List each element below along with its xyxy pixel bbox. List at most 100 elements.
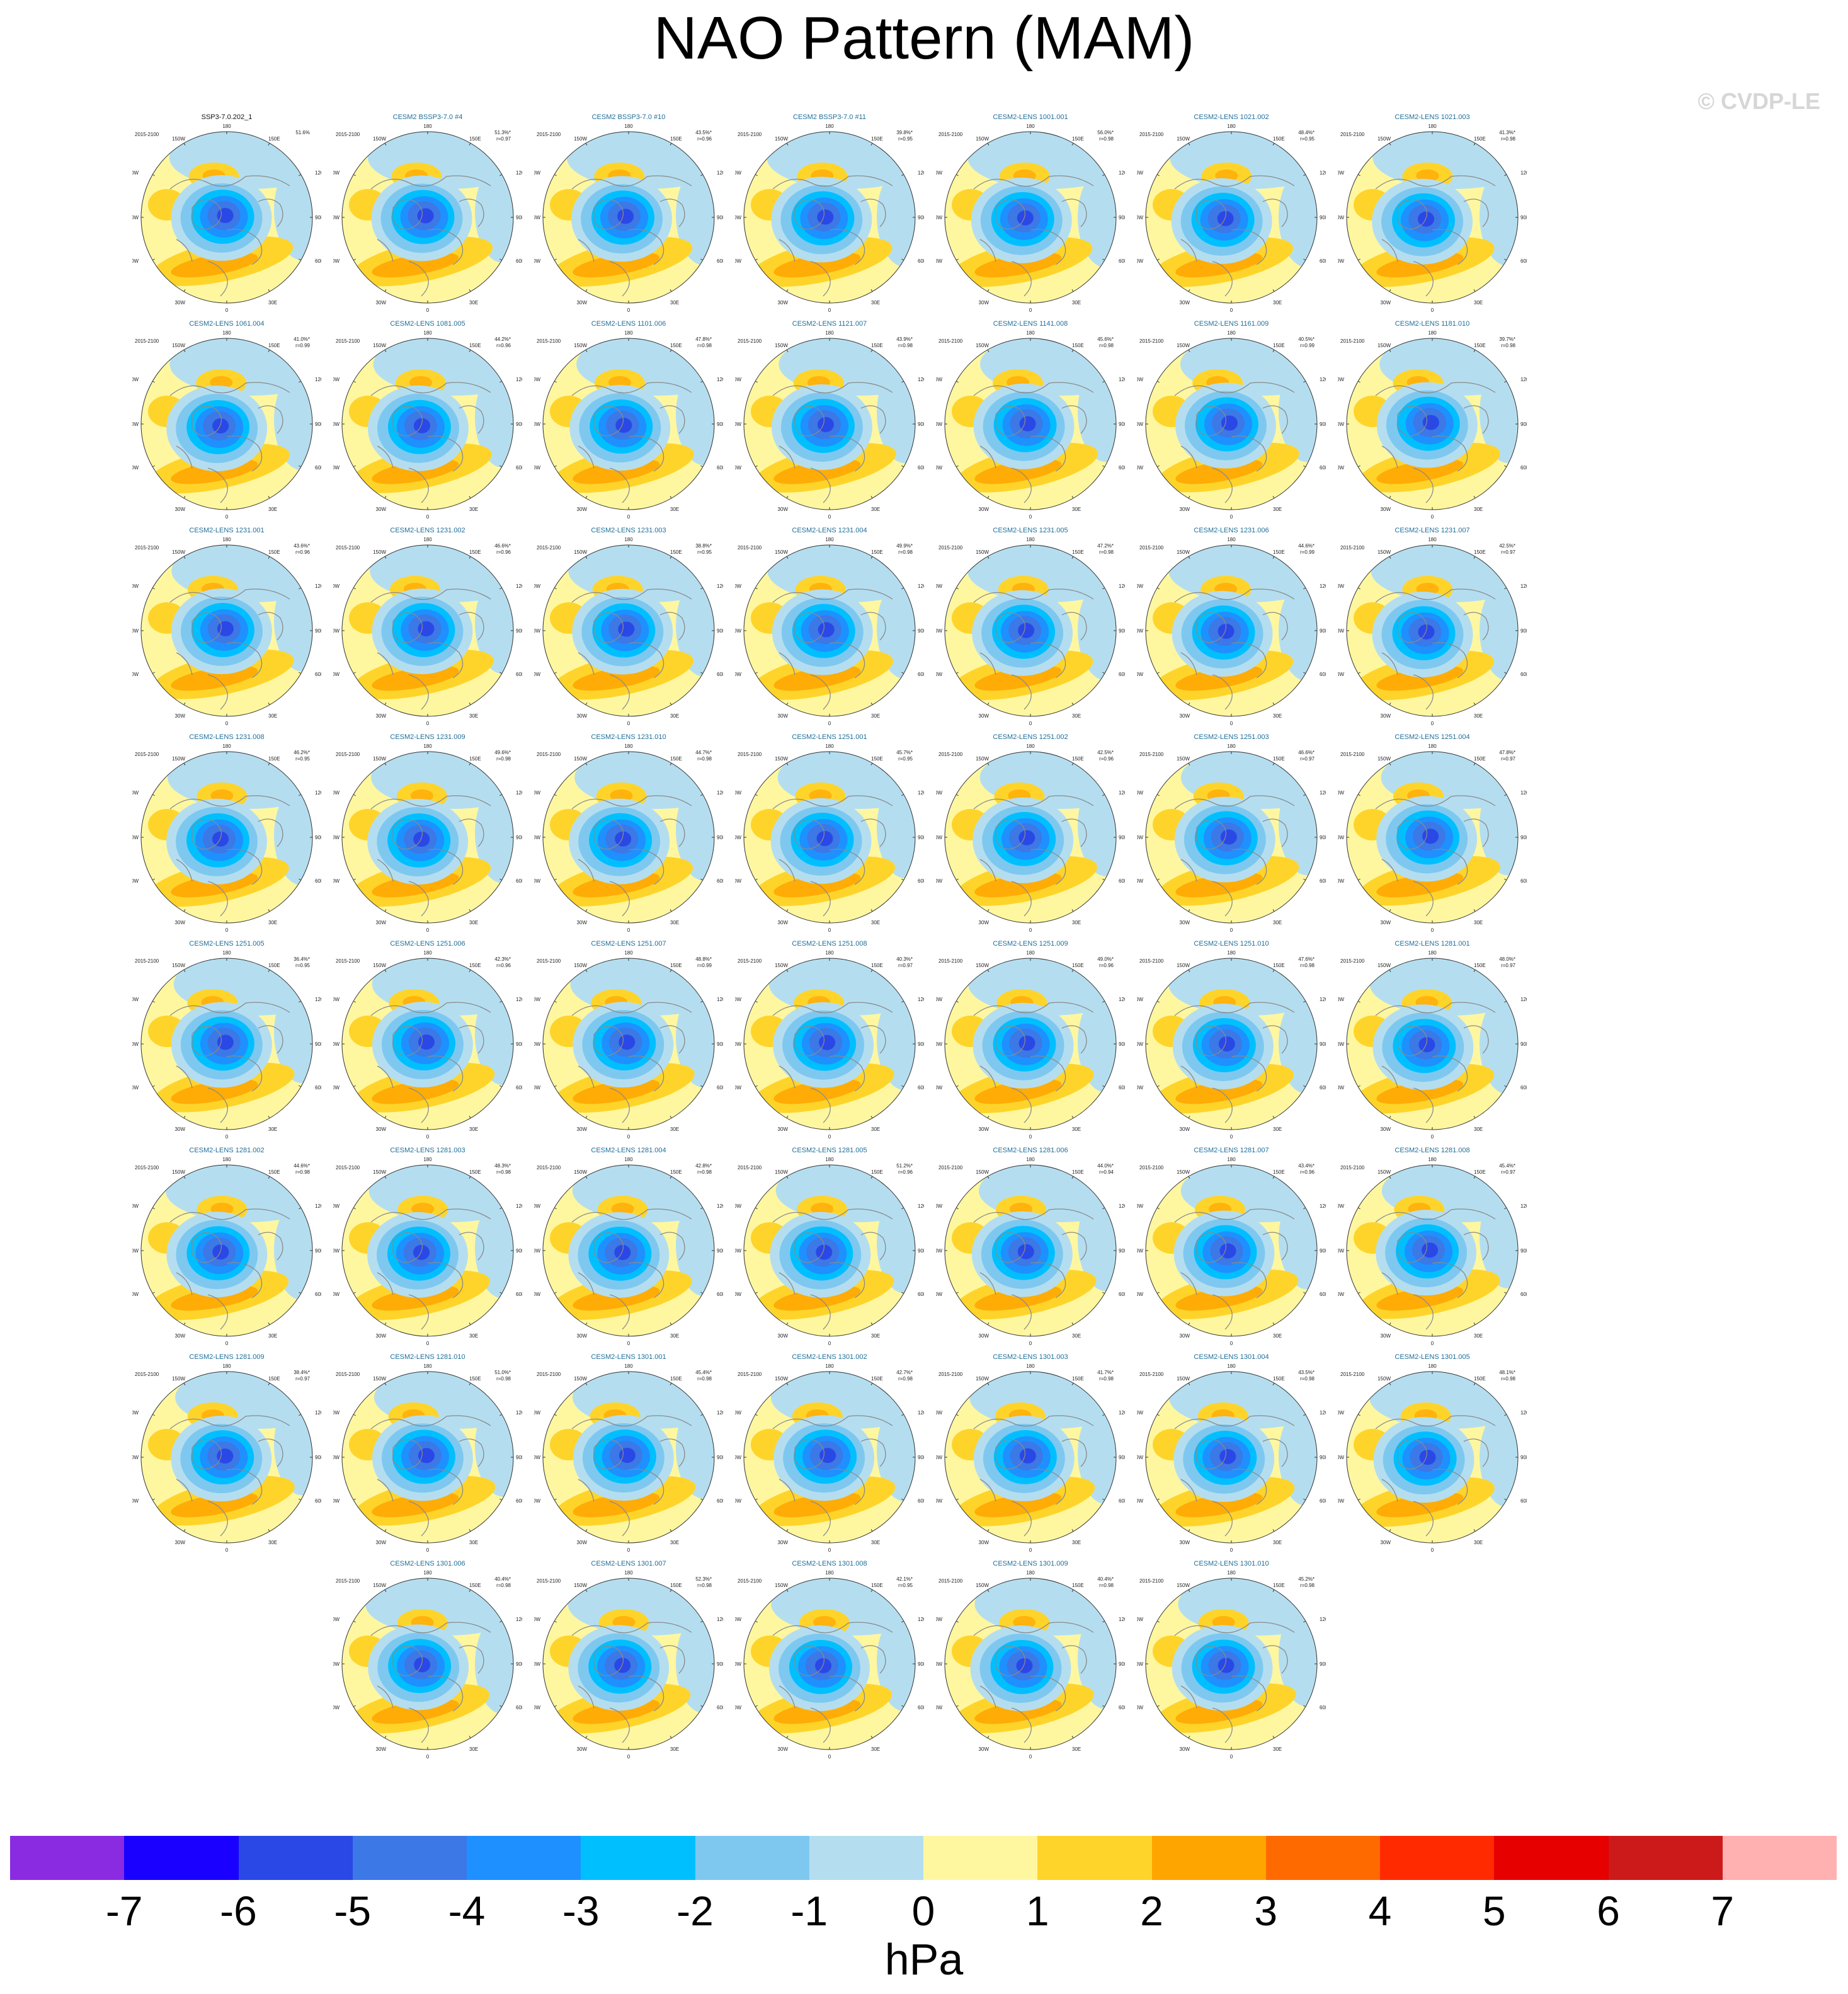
longitude-label: 60W — [735, 878, 741, 884]
longitude-label: 0 — [1230, 1341, 1233, 1346]
longitude-label: 0 — [627, 721, 630, 726]
panel-pattern-corr: r=0.96 — [496, 549, 511, 555]
longitude-label: 150E — [871, 1376, 883, 1382]
anomaly-field — [342, 958, 513, 1130]
panel-period: 2015-2100 — [1139, 752, 1164, 757]
longitude-label: 180 — [222, 950, 231, 956]
panel-pattern-corr: r=0.95 — [295, 756, 310, 762]
longitude-label: 0 — [828, 1341, 831, 1346]
longitude-label: 0 — [225, 1341, 229, 1346]
longitude-label: 150W — [1377, 1376, 1391, 1382]
map-panel: CESM2-LENS 1251.004 2015-2100 47.8%* r=0.97… — [1338, 733, 1527, 935]
longitude-label: 60E — [516, 1085, 522, 1091]
longitude-label: 150W — [775, 1583, 788, 1588]
longitude-label: 150E — [1474, 549, 1486, 555]
panel-pattern-corr: r=0.98 — [697, 1376, 712, 1382]
panel-period: 2015-2100 — [336, 752, 360, 757]
longitude-label: 150W — [574, 549, 587, 555]
panel-period: 2015-2100 — [938, 958, 963, 964]
longitude-label: 60E — [1520, 1498, 1527, 1504]
longitude-label: 60W — [333, 1498, 339, 1504]
longitude-label: 30E — [871, 300, 880, 306]
panel-period: 2015-2100 — [336, 1372, 360, 1377]
panel-period: 2015-2100 — [135, 1372, 159, 1377]
longitude-label: 0 — [426, 1547, 430, 1553]
panel-variance-pct: 43.6%* — [294, 543, 310, 549]
longitude-label: 150W — [775, 136, 788, 142]
map-panel: CESM2-LENS 1301.003 2015-2100 41.7%* r=0.98… — [936, 1353, 1125, 1555]
panel-pattern-corr: r=0.97 — [1501, 1169, 1515, 1175]
coastlines — [1375, 1415, 1496, 1537]
longitude-label: 120E — [516, 997, 522, 1002]
panel-period: 2015-2100 — [537, 1578, 561, 1584]
longitude-label: 90E — [1320, 1455, 1326, 1460]
longitude-label: 60W — [735, 1085, 741, 1091]
map-panel: CESM2-LENS 1251.006 2015-2100 42.3%* r=0.96… — [333, 940, 522, 1142]
panel-title: CESM2-LENS 1281.008 — [1395, 1147, 1470, 1154]
longitude-label: 120E — [918, 1203, 924, 1209]
panel-pattern-corr: r=0.98 — [1099, 136, 1114, 142]
panel-title: CESM2-LENS 1231.006 — [1194, 527, 1269, 534]
longitude-label: 30E — [1072, 920, 1081, 925]
longitude-label: 120E — [516, 1617, 522, 1622]
longitude-label: 150E — [871, 963, 883, 968]
longitude-label: 0 — [1431, 721, 1434, 726]
longitude-label: 60W — [1137, 1705, 1143, 1710]
longitude-label: 60E — [1119, 878, 1125, 884]
panel-period: 2015-2100 — [135, 752, 159, 757]
longitude-label: 180 — [1026, 1570, 1035, 1576]
longitude-label: 150E — [1072, 1583, 1084, 1588]
longitude-label: 30E — [670, 1333, 679, 1339]
longitude-label: 30W — [577, 1333, 588, 1339]
anomaly-field — [543, 132, 714, 303]
longitude-label: 90E — [315, 628, 321, 634]
anomaly-field — [1347, 1372, 1518, 1543]
longitude-label: 150W — [1377, 756, 1391, 762]
coastlines — [772, 1002, 893, 1123]
longitude-label: 60E — [918, 1292, 924, 1297]
panel-title: CESM2-LENS 1231.009 — [390, 733, 465, 741]
coastlines — [772, 795, 893, 917]
longitude-label: 30E — [469, 1126, 478, 1132]
longitude-label: 150W — [1377, 963, 1391, 968]
longitude-label: 30E — [1072, 1333, 1081, 1339]
coastlines — [1174, 588, 1295, 710]
longitude-label: 30W — [376, 1746, 387, 1752]
longitude-label: 60W — [132, 672, 139, 677]
anomaly-field — [141, 338, 312, 510]
panel-variance-pct: 45.4%* — [695, 1370, 712, 1375]
longitude-label: 0 — [1431, 1547, 1434, 1553]
panel-title: CESM2-LENS 1301.004 — [1194, 1353, 1269, 1361]
panel-variance-pct: 48.0%* — [1499, 956, 1515, 962]
map-panel: CESM2 BSSP3-7.0 #10 2015-2100 43.5%* r=0.96… — [534, 113, 723, 315]
longitude-label: 150E — [1474, 756, 1486, 762]
longitude-label: 150E — [268, 343, 280, 348]
panel-variance-pct: 51.2%* — [896, 1163, 913, 1169]
longitude-label: 30W — [1180, 1126, 1190, 1132]
longitude-label: 30E — [1072, 300, 1081, 306]
longitude-label: 60W — [534, 258, 540, 264]
longitude-label: 60E — [1520, 258, 1527, 264]
longitude-label: 90W — [534, 1041, 540, 1047]
longitude-label: 150W — [1377, 136, 1391, 142]
longitude-label: 0 — [1029, 721, 1032, 726]
coastlines — [1375, 175, 1496, 297]
colorbar-tick-label: 2 — [1140, 1888, 1163, 1934]
longitude-label: 0 — [225, 307, 229, 313]
watermark-text: © CVDP-LE — [1697, 88, 1820, 114]
panel-variance-pct: 51.6% — [295, 130, 310, 135]
anomaly-field — [141, 752, 312, 923]
panel-period: 2015-2100 — [738, 132, 762, 137]
colorbar — [10, 1836, 1837, 1880]
